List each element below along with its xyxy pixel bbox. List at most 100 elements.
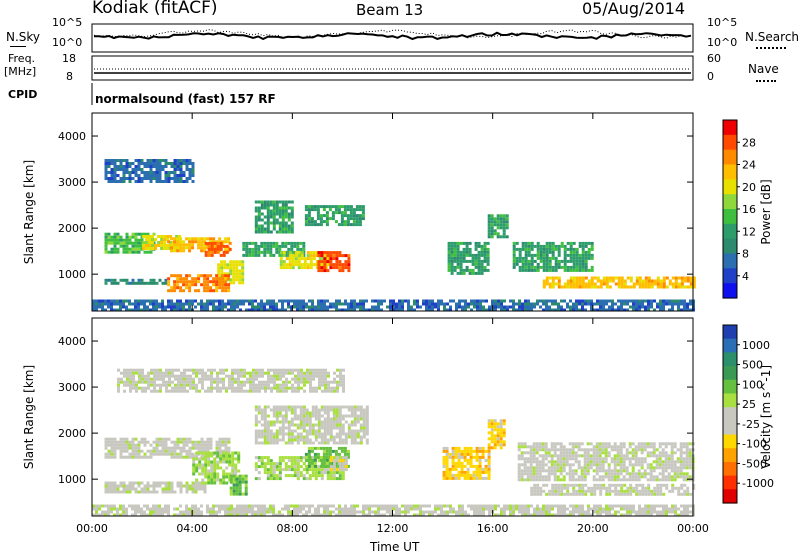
heatmap-pixel <box>338 420 342 424</box>
heatmap-pixel <box>468 259 472 263</box>
heatmap-pixel <box>329 438 333 442</box>
heatmap-pixel <box>680 486 684 490</box>
heatmap-pixel <box>188 440 192 444</box>
heatmap-pixel <box>263 405 267 409</box>
heatmap-pixel <box>212 283 216 287</box>
heatmap-pixel <box>605 285 609 289</box>
heatmap-pixel <box>227 283 231 287</box>
heatmap-pixel <box>518 256 522 260</box>
heatmap-pixel <box>593 486 597 490</box>
heatmap-pixel <box>548 247 552 251</box>
heatmap-pixel <box>359 302 362 306</box>
heatmap-pixel <box>553 463 557 467</box>
heatmap-pixel <box>350 302 353 306</box>
heatmap-pixel <box>140 308 143 312</box>
heatmap-pixel <box>347 429 351 433</box>
heatmap-pixel <box>535 466 539 470</box>
heatmap-pixel <box>204 374 207 378</box>
heatmap-pixel <box>692 486 696 490</box>
heatmap-pixel <box>536 302 539 306</box>
heatmap-pixel <box>167 452 171 456</box>
heatmap-pixel <box>598 457 602 461</box>
heatmap-pixel <box>320 471 324 475</box>
heatmap-pixel <box>554 262 558 266</box>
heatmap-pixel <box>343 214 347 218</box>
heatmap-pixel <box>571 475 575 479</box>
heatmap-cell <box>304 446 350 468</box>
heatmap-pixel <box>222 457 226 461</box>
heatmap-pixel <box>343 208 347 212</box>
heatmap-pixel <box>213 451 217 455</box>
heatmap-pixel <box>168 383 171 387</box>
heatmap-pixel <box>235 263 239 267</box>
heatmap-pixel <box>496 226 500 230</box>
heatmap-pixel <box>326 477 330 481</box>
heatmap-pixel <box>428 299 431 303</box>
heatmap-pixel <box>459 253 463 257</box>
heatmap-pixel <box>110 440 114 444</box>
heatmap-pixel <box>119 443 123 447</box>
heatmap-pixel <box>236 305 239 309</box>
heatmap-pixel <box>260 414 264 418</box>
heatmap-pixel <box>311 429 315 433</box>
heatmap-pixel <box>577 463 581 467</box>
heatmap-pixel <box>445 449 449 453</box>
heatmap-pixel <box>167 174 171 177</box>
heatmap-pixel <box>641 279 645 283</box>
heatmap-pixel <box>688 442 692 446</box>
heatmap-pixel <box>464 299 467 303</box>
heatmap-pixel <box>447 241 451 245</box>
heatmap-pixel <box>174 383 177 387</box>
heatmap-pixel <box>619 460 623 464</box>
heatmap-pixel <box>290 200 294 204</box>
heatmap-pixel <box>243 368 246 372</box>
heatmap-pixel <box>158 180 162 183</box>
heatmap-pixel <box>358 208 362 212</box>
heatmap-pixel <box>107 504 110 508</box>
heatmap-pixel <box>475 467 479 471</box>
heatmap-pixel <box>608 483 612 487</box>
heatmap-pixel <box>150 377 153 381</box>
heatmap-pixel <box>462 247 466 251</box>
heatmap-pixel <box>216 475 220 479</box>
heatmap-pixel <box>493 437 497 441</box>
heatmap-pixel <box>201 386 204 390</box>
heatmap-pixel <box>542 256 546 260</box>
heatmap-pixel <box>254 253 258 257</box>
heatmap-pixel <box>293 438 297 442</box>
heatmap-pixel <box>332 305 335 309</box>
heatmap-pixel <box>688 454 692 458</box>
heatmap-pixel <box>356 417 360 421</box>
heatmap-pixel <box>652 454 656 458</box>
heatmap-pixel <box>671 285 675 289</box>
heatmap-pixel <box>584 256 588 260</box>
heatmap-pixel <box>310 217 314 221</box>
heatmap-pixel <box>616 451 620 455</box>
heatmap-pixel <box>167 302 170 306</box>
heatmap-pixel <box>217 269 221 273</box>
heatmap-pixel <box>577 475 581 479</box>
heatmap-pixel <box>619 478 623 482</box>
heatmap-pixel <box>282 266 286 270</box>
heatmap-pixel <box>137 455 141 459</box>
heatmap-pixel <box>284 227 288 231</box>
heatmap-pixel <box>155 510 158 514</box>
heatmap-pixel <box>200 246 204 250</box>
heatmap-pixel <box>179 274 183 278</box>
heatmap-pixel <box>398 302 401 306</box>
heatmap-pixel <box>484 464 488 468</box>
heatmap-pixel <box>676 475 680 479</box>
heatmap-pixel <box>217 266 221 270</box>
heatmap-pixel <box>167 481 171 485</box>
heatmap-pixel <box>149 171 153 174</box>
heatmap-pixel <box>258 383 261 387</box>
heatmap-pixel <box>311 414 315 418</box>
heatmap-pixel <box>365 405 369 409</box>
heatmap-pixel <box>159 371 162 375</box>
heatmap-pixel <box>343 223 347 227</box>
heatmap-pixel <box>448 452 452 456</box>
heatmap-pixel <box>506 305 509 309</box>
heatmap-pixel <box>263 305 266 309</box>
heatmap-pixel <box>288 266 292 270</box>
heatmap-pixel <box>302 411 306 415</box>
